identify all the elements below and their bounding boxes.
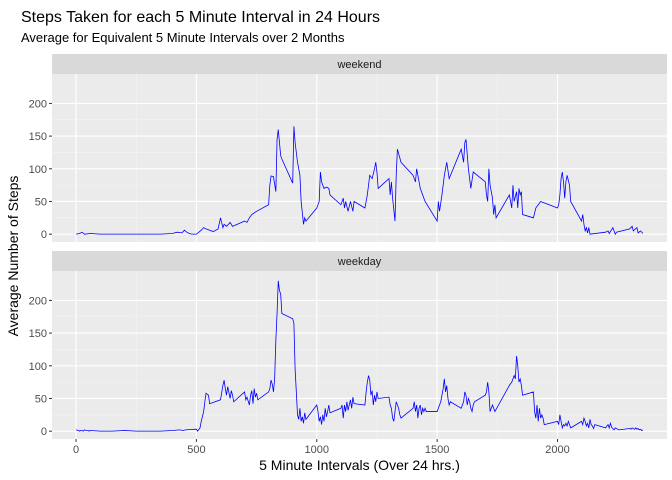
x-tick-label: 0 — [73, 444, 79, 456]
y-tick-label: 0 — [41, 426, 47, 438]
panel-weekend-strip — [52, 54, 667, 74]
y-axis-label: Average Number of Steps — [5, 176, 21, 337]
y-tick-label: 50 — [35, 196, 47, 208]
y-tick-label: 200 — [29, 295, 47, 307]
chart-title: Steps Taken for each 5 Minute Interval i… — [21, 9, 380, 26]
panel-weekend-plot-area — [52, 74, 667, 242]
y-tick-label: 150 — [29, 328, 47, 340]
x-tick-label: 1500 — [425, 444, 449, 456]
panel-weekday-grid — [52, 271, 667, 439]
x-tick-label: 2000 — [545, 444, 569, 456]
panel-weekend-label: weekend — [336, 59, 381, 71]
panel-weekday-label: weekday — [337, 256, 382, 268]
panel-weekday-plot-area — [52, 271, 667, 439]
panel-weekday-strip — [52, 251, 667, 271]
panel-weekend-y-ticks: 0 50 100 150 200 — [29, 98, 52, 241]
y-tick-label: 200 — [29, 98, 47, 110]
x-axis-label: 5 Minute Intervals (Over 24 hrs.) — [259, 457, 460, 473]
y-tick-label: 0 — [41, 229, 47, 241]
panel-weekday-y-ticks: 0 50 100 150 200 — [29, 295, 52, 438]
panel-weekend: weekend 0 50 100 150 200 — [29, 54, 667, 242]
y-tick-label: 100 — [29, 361, 47, 373]
panel-weekend-grid — [52, 74, 667, 242]
x-tick-label: 1000 — [305, 444, 329, 456]
series-line-weekend — [75, 126, 644, 236]
x-tick-label: 500 — [187, 444, 205, 456]
panel-weekday: weekday 0 50 100 150 200 — [29, 251, 667, 439]
series-line-weekday — [75, 280, 644, 432]
y-tick-label: 150 — [29, 131, 47, 143]
y-tick-label: 100 — [29, 164, 47, 176]
chart-subtitle: Average for Equivalent 5 Minute Interval… — [21, 30, 345, 45]
x-axis-ticks: 0 500 1000 1500 2000 — [73, 439, 570, 456]
y-tick-label: 50 — [35, 393, 47, 405]
